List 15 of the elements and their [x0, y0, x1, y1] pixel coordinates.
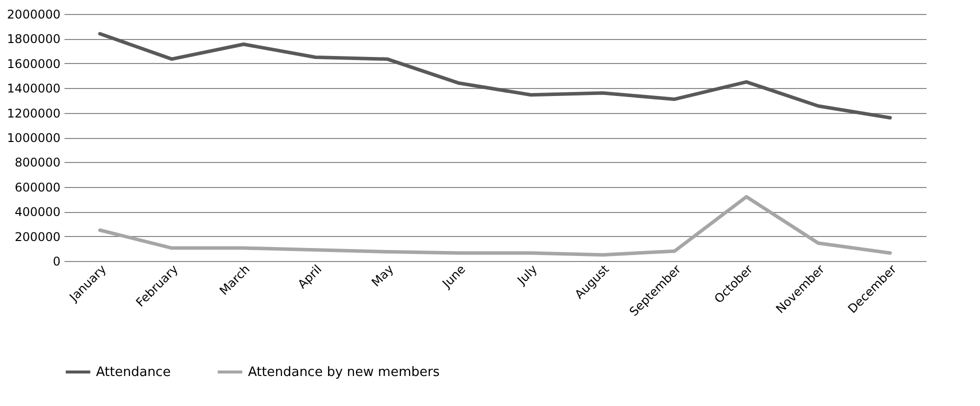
y-tick-label: 0 — [52, 254, 60, 268]
line-series — [98, 32, 892, 120]
line-series — [98, 195, 892, 257]
y-tick-label: 600000 — [14, 180, 60, 194]
y-tick-label: 200000 — [14, 230, 60, 244]
y-tick-label: 400000 — [14, 205, 60, 220]
y-tick-label: 1200000 — [7, 106, 60, 120]
legend-label: Attendance by new members — [248, 365, 440, 380]
y-tick-label: 1800000 — [7, 32, 60, 46]
y-tick-label: 800000 — [14, 156, 60, 170]
y-tick-label: 2000000 — [7, 8, 60, 22]
y-tick-label: 1600000 — [7, 56, 60, 71]
legend-label: Attendance — [96, 365, 171, 380]
y-tick-label: 1400000 — [7, 82, 60, 96]
y-tick-label: 1000000 — [7, 131, 60, 145]
